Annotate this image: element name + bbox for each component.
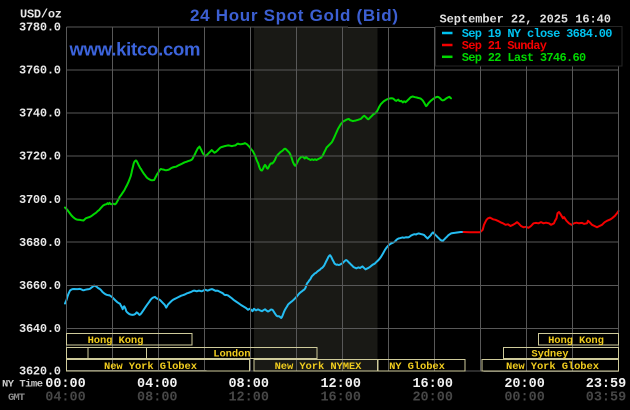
svg-text:12:00: 12:00 <box>320 377 361 392</box>
svg-text:New York Globex: New York Globex <box>506 361 600 373</box>
svg-text:20:00: 20:00 <box>412 391 453 406</box>
svg-text:www.kitco.com: www.kitco.com <box>69 39 201 60</box>
svg-text:3620.0: 3620.0 <box>19 365 61 379</box>
svg-text:3660.0: 3660.0 <box>19 279 61 293</box>
svg-text:Hong Kong: Hong Kong <box>548 335 604 347</box>
svg-text:16:00: 16:00 <box>412 377 453 392</box>
svg-text:NY Time: NY Time <box>2 379 43 391</box>
svg-text:04:00: 04:00 <box>137 377 178 392</box>
svg-text:Sydney: Sydney <box>531 348 569 360</box>
svg-text:New York NYMEX: New York NYMEX <box>275 361 362 373</box>
svg-text:20:00: 20:00 <box>504 377 545 392</box>
svg-text:New York Globex: New York Globex <box>104 361 198 373</box>
svg-text:3720.0: 3720.0 <box>19 150 61 164</box>
svg-text:00:00: 00:00 <box>504 391 545 406</box>
svg-text:September 22, 2025 16:40: September 22, 2025 16:40 <box>440 13 612 27</box>
svg-text:04:00: 04:00 <box>45 391 86 406</box>
svg-text:3680.0: 3680.0 <box>19 236 61 250</box>
svg-text:24 Hour Spot Gold (Bid): 24 Hour Spot Gold (Bid) <box>190 6 398 25</box>
svg-text:16:00: 16:00 <box>320 391 361 406</box>
svg-text:3700.0: 3700.0 <box>19 193 61 207</box>
svg-text:GMT: GMT <box>8 392 25 404</box>
svg-text:London: London <box>213 348 250 360</box>
svg-text:3760.0: 3760.0 <box>19 64 61 78</box>
svg-text:08:00: 08:00 <box>137 391 178 406</box>
svg-text:USD/oz: USD/oz <box>20 8 62 22</box>
svg-text:00:00: 00:00 <box>45 377 86 392</box>
svg-text:23:59: 23:59 <box>586 377 627 392</box>
svg-text:Sep 22 Last 3746.60: Sep 22 Last 3746.60 <box>462 51 587 65</box>
svg-text:12:00: 12:00 <box>228 391 269 406</box>
svg-text:03:59: 03:59 <box>586 391 627 406</box>
svg-text:NY Globex: NY Globex <box>389 361 445 373</box>
svg-text:Sep 21 Sunday: Sep 21 Sunday <box>462 39 547 53</box>
svg-text:3640.0: 3640.0 <box>19 322 61 336</box>
svg-text:Hong Kong: Hong Kong <box>88 335 144 347</box>
svg-text:3780.0: 3780.0 <box>19 21 61 35</box>
svg-text:08:00: 08:00 <box>228 377 269 392</box>
svg-text:Sep 19 NY close 3684.00: Sep 19 NY close 3684.00 <box>462 27 613 41</box>
svg-text:3740.0: 3740.0 <box>19 107 61 121</box>
